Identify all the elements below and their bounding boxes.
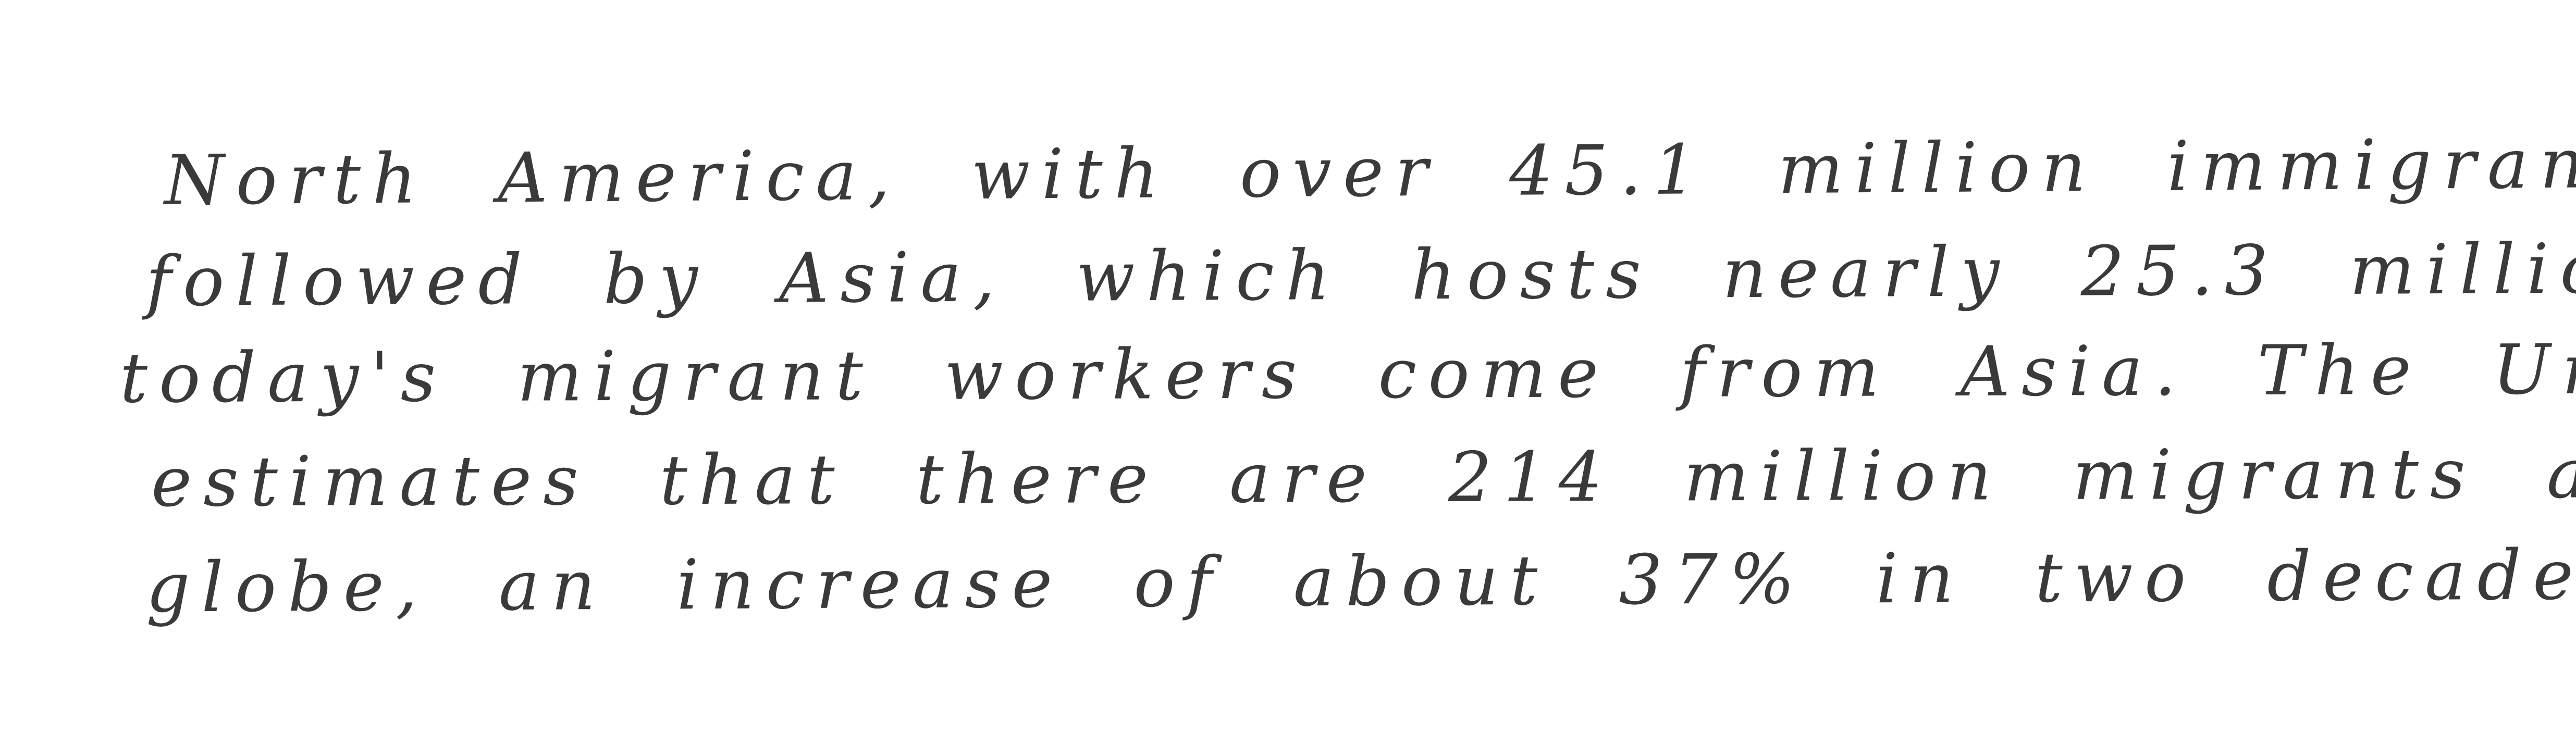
handwritten-line-2: followed by Asia, which hosts nearly 25.… — [145, 226, 2576, 322]
handwritten-line-5: globe, an increase of about 37% in two d… — [145, 535, 2576, 628]
handwritten-paragraph: North America, with over 45.1 million im… — [115, 107, 2576, 654]
handwritten-line-4: estimates that there are 214 million mig… — [151, 432, 2576, 523]
handwritten-line-3: today's migrant workers come from Asia. … — [119, 328, 2576, 419]
handwritten-line-1: North America, with over 45.1 million im… — [164, 119, 2576, 221]
